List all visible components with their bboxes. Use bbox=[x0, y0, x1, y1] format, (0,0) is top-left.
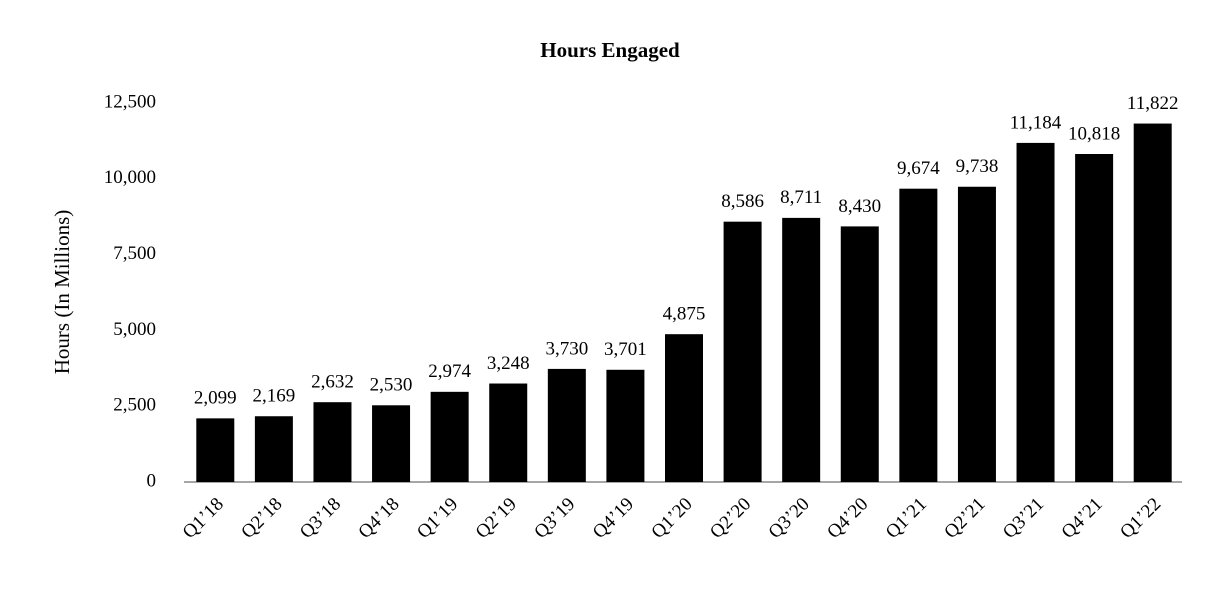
bar bbox=[489, 383, 528, 482]
value-label: 10,818 bbox=[1068, 123, 1120, 144]
bar bbox=[606, 369, 645, 482]
bar bbox=[1133, 123, 1172, 483]
x-tick-label: Q3’18 bbox=[296, 494, 345, 543]
x-tick-label: Q2’18 bbox=[237, 494, 286, 543]
y-tick-label: 2,500 bbox=[113, 395, 156, 416]
bar bbox=[430, 391, 469, 482]
value-label: 8,430 bbox=[838, 196, 881, 217]
bar bbox=[254, 416, 293, 482]
value-label: 3,248 bbox=[487, 353, 530, 374]
x-tick-label: Q2’19 bbox=[472, 494, 521, 543]
x-tick-label: Q1’20 bbox=[647, 494, 696, 543]
value-label: 4,875 bbox=[663, 304, 706, 325]
bar bbox=[196, 418, 235, 482]
x-tick-label: Q1’18 bbox=[179, 494, 228, 543]
x-tick-label: Q4’19 bbox=[589, 494, 638, 543]
y-tick-label: 0 bbox=[147, 470, 157, 491]
value-label: 3,701 bbox=[604, 339, 647, 360]
value-label: 2,099 bbox=[194, 388, 237, 409]
bar bbox=[1016, 142, 1055, 482]
x-tick-label: Q1’21 bbox=[882, 494, 931, 543]
value-label: 11,184 bbox=[1010, 112, 1062, 133]
value-label: 8,586 bbox=[721, 191, 764, 212]
y-tick-label: 5,000 bbox=[113, 319, 156, 340]
value-label: 9,674 bbox=[897, 158, 940, 179]
chart-title: Hours Engaged bbox=[540, 38, 680, 62]
y-tick-label: 12,500 bbox=[104, 91, 156, 112]
x-tick-label: Q3’20 bbox=[765, 494, 814, 543]
x-tick-label: Q3’19 bbox=[530, 494, 579, 543]
value-label: 2,632 bbox=[311, 372, 354, 393]
x-tick-label: Q4’18 bbox=[354, 494, 403, 543]
x-tick-label: Q4’21 bbox=[1058, 494, 1107, 543]
bar bbox=[840, 226, 879, 482]
y-tick-label: 10,000 bbox=[104, 167, 156, 188]
bar bbox=[547, 368, 586, 482]
y-tick-label: 7,500 bbox=[113, 243, 156, 264]
bar bbox=[313, 402, 352, 482]
value-label: 2,530 bbox=[370, 375, 413, 396]
x-tick-label: Q2’21 bbox=[940, 494, 989, 543]
x-tick-label: Q1’19 bbox=[413, 494, 462, 543]
x-tick-label: Q1’22 bbox=[1116, 494, 1165, 543]
value-label: 9,738 bbox=[956, 156, 999, 177]
bar bbox=[899, 188, 938, 482]
value-label: 2,974 bbox=[428, 361, 471, 382]
value-label: 11,822 bbox=[1127, 93, 1179, 114]
x-tick-label: Q4’20 bbox=[823, 494, 872, 543]
bar bbox=[1075, 153, 1114, 483]
value-label: 8,711 bbox=[780, 187, 822, 208]
value-label: 3,730 bbox=[545, 338, 588, 359]
y-axis-label: Hours (In Millions) bbox=[50, 210, 74, 375]
bar bbox=[723, 221, 762, 482]
bar bbox=[372, 405, 411, 482]
bar bbox=[957, 186, 996, 482]
bar bbox=[665, 334, 703, 482]
x-tick-label: Q3’21 bbox=[999, 494, 1048, 543]
x-tick-label: Q2’20 bbox=[706, 494, 755, 543]
bar bbox=[782, 217, 821, 482]
value-label: 2,169 bbox=[253, 386, 296, 407]
